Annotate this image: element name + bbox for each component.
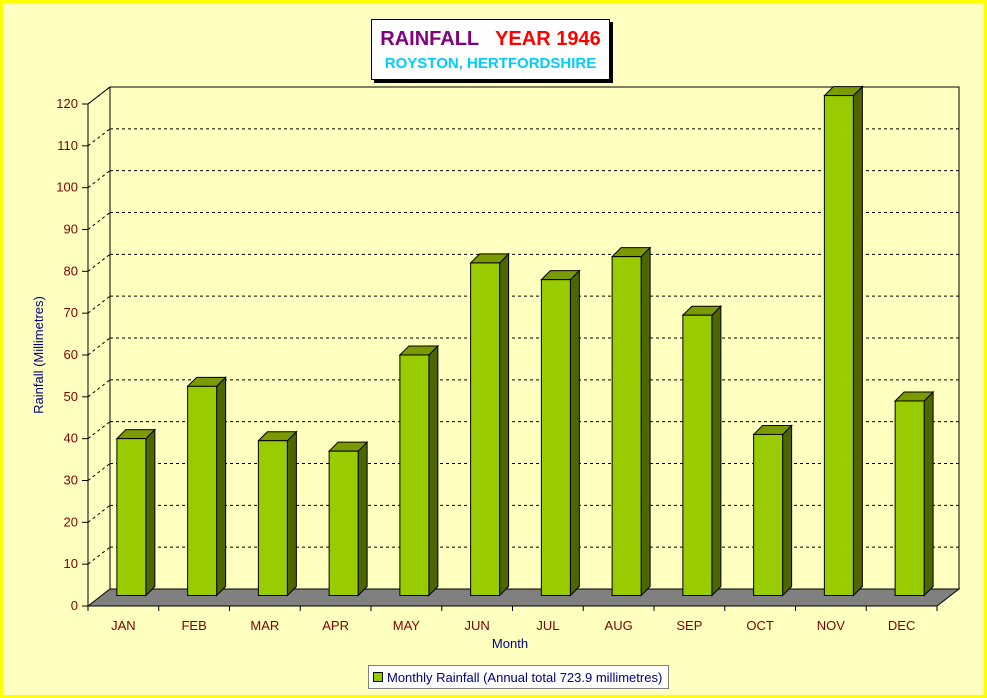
bar-side (357, 440, 368, 597)
bar-side (852, 85, 863, 597)
bar-side (569, 269, 580, 597)
legend-swatch (373, 672, 383, 682)
y-tick-label: 30 (64, 473, 78, 488)
bar-front (682, 314, 713, 596)
y-tick-label: 10 (64, 556, 78, 571)
x-tick-label-jan: JAN (111, 618, 136, 633)
x-tick-label-may: MAY (393, 618, 421, 633)
bar-side (640, 246, 651, 597)
bar-sep (681, 305, 723, 597)
bar-front (116, 438, 147, 596)
x-tick-label-sep: SEP (676, 618, 702, 633)
x-axis-title: Month (492, 636, 528, 651)
bar-side (923, 390, 934, 597)
bar-front (753, 433, 784, 597)
chart-subtitle: ROYSTON, HERTFORDSHIRE (384, 55, 597, 72)
bar-oct (752, 424, 793, 597)
y-tick-label: 70 (64, 305, 78, 320)
bar-jun (469, 252, 510, 597)
bar-aug (610, 246, 652, 597)
gridline-side (87, 253, 111, 272)
chart-title-year: YEAR 1946 (495, 28, 601, 50)
gridline-side (87, 421, 111, 440)
bar-side (286, 430, 297, 597)
gridline-side (87, 546, 111, 565)
y-tick-label: 110 (57, 138, 78, 153)
gridline-side (87, 463, 111, 481)
x-tick-label-jul: JUL (536, 618, 559, 633)
x-tick-label-aug: AUG (605, 618, 633, 633)
chart-title-box: RAINFALL YEAR 1946 ROYSTON, HERTFORDSHIR… (371, 19, 610, 80)
x-tick-label-mar: MAR (250, 618, 279, 633)
gridline-side (87, 295, 111, 314)
chart-title-rainfall: RAINFALL (380, 28, 479, 50)
y-tick-label: 80 (64, 263, 78, 278)
y-tick-label: 40 (64, 431, 78, 446)
bar-front (399, 354, 430, 597)
bar-side (428, 344, 439, 597)
gridline-side (87, 379, 111, 398)
gridline-side (87, 504, 111, 523)
bar-front (540, 279, 571, 596)
legend: Monthly Rainfall (Annual total 723.9 mil… (368, 665, 670, 689)
x-tick-label-nov: NOV (817, 618, 846, 633)
bar-side (216, 376, 227, 597)
y-tick-label: 60 (64, 347, 78, 362)
bar-front (894, 400, 925, 596)
bar-front (187, 385, 218, 597)
bar-jul (540, 269, 581, 597)
y-tick-label: 90 (64, 222, 78, 237)
x-tick-label-jun: JUN (464, 618, 489, 633)
gridline-side (87, 128, 111, 147)
bar-mar (257, 430, 298, 597)
bar-jan (115, 428, 157, 597)
chart-floor (86, 588, 961, 607)
gridline-side (87, 86, 111, 105)
bar-apr (327, 440, 369, 597)
bar-front (470, 262, 501, 596)
bar-front (257, 440, 288, 597)
gridline-side (87, 212, 111, 230)
bar-side (499, 252, 510, 597)
y-tick-label: 20 (64, 514, 78, 529)
bar-side (711, 305, 722, 597)
y-tick-label: 0 (71, 598, 78, 613)
bar-feb (186, 376, 227, 597)
gridline-side (87, 170, 111, 189)
x-tick-label-oct: OCT (746, 618, 774, 633)
bar-side (145, 428, 156, 597)
bar-front (823, 95, 854, 596)
x-tick-label-feb: FEB (181, 618, 206, 633)
y-axis-title: Rainfall (Millimetres) (31, 296, 46, 414)
bar-may (398, 344, 440, 597)
y-tick-label: 120 (56, 96, 78, 111)
x-tick-label-dec: DEC (888, 618, 915, 633)
bar-front (328, 450, 359, 596)
x-tick-label-apr: APR (322, 618, 349, 633)
bar-nov (823, 85, 864, 597)
y-tick-label: 50 (64, 389, 78, 404)
legend-label: Monthly Rainfall (Annual total 723.9 mil… (387, 669, 663, 685)
chart-title: RAINFALL YEAR 1946 (372, 28, 609, 51)
bar-front (611, 256, 642, 596)
y-tick-label: 100 (56, 180, 78, 195)
gridline-side (87, 337, 111, 356)
bar-dec (893, 390, 935, 597)
bar-side (782, 424, 793, 597)
